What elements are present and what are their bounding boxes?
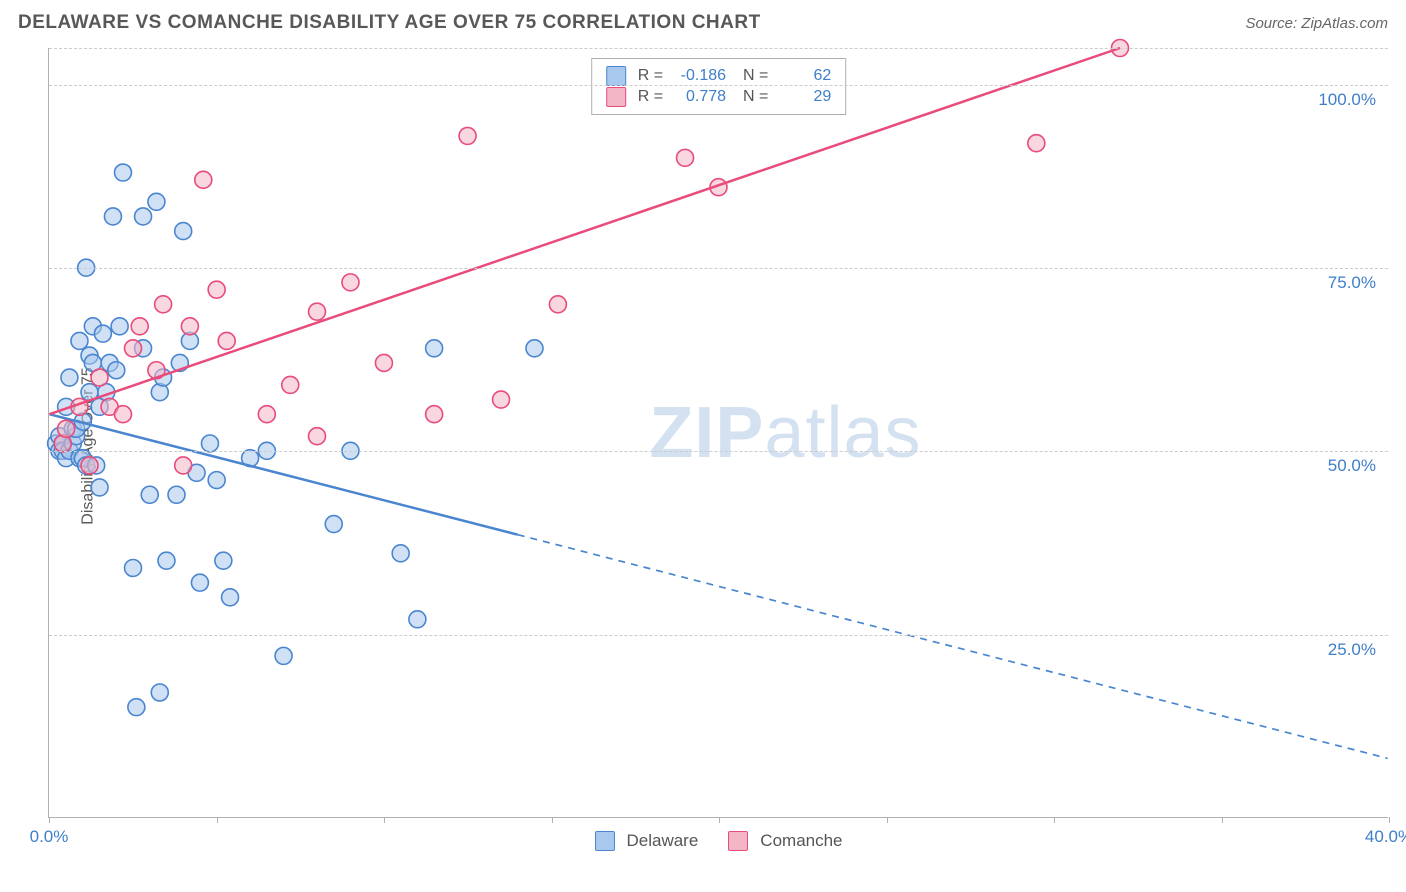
x-tick-label: 0.0%	[30, 827, 69, 847]
data-point	[151, 684, 168, 701]
legend-item-comanche: Comanche	[728, 831, 842, 851]
gridline	[49, 48, 1388, 49]
x-tick	[719, 817, 720, 823]
x-tick	[384, 817, 385, 823]
data-point	[201, 435, 218, 452]
data-point	[493, 391, 510, 408]
chart-plot-area: ZIPatlas R = -0.186 N = 62 R = 0.778 N =…	[48, 48, 1388, 818]
trend-line-extrapolation	[518, 535, 1388, 759]
x-tick	[887, 817, 888, 823]
data-point	[549, 296, 566, 313]
gridline	[49, 451, 1388, 452]
data-point	[392, 545, 409, 562]
chart-header: DELAWARE VS COMANCHE DISABILITY AGE OVER…	[18, 12, 1388, 34]
data-point	[71, 332, 88, 349]
data-point	[114, 406, 131, 423]
data-point	[309, 428, 326, 445]
data-point	[114, 164, 131, 181]
data-point	[91, 369, 108, 386]
data-point	[526, 340, 543, 357]
data-point	[61, 369, 78, 386]
data-point	[222, 589, 239, 606]
trend-line	[49, 414, 517, 534]
x-tick	[49, 817, 50, 823]
y-tick-label: 100.0%	[1318, 90, 1376, 110]
x-tick	[552, 817, 553, 823]
data-point	[141, 486, 158, 503]
x-tick	[1222, 817, 1223, 823]
trend-line	[49, 48, 1120, 414]
data-point	[426, 406, 443, 423]
swatch-delaware-icon	[594, 831, 614, 851]
data-point	[181, 318, 198, 335]
data-point	[135, 208, 152, 225]
data-point	[208, 281, 225, 298]
data-point	[128, 699, 145, 716]
data-point	[111, 318, 128, 335]
data-point	[426, 340, 443, 357]
data-point	[158, 552, 175, 569]
stats-row-delaware: R = -0.186 N = 62	[606, 66, 832, 86]
y-tick-label: 50.0%	[1328, 456, 1376, 476]
series-legend: Delaware Comanche	[594, 831, 842, 851]
data-point	[208, 472, 225, 489]
y-tick-label: 75.0%	[1328, 273, 1376, 293]
data-point	[81, 457, 98, 474]
data-point	[409, 611, 426, 628]
data-point	[191, 574, 208, 591]
data-point	[175, 223, 192, 240]
data-point	[309, 303, 326, 320]
swatch-delaware	[606, 66, 626, 86]
data-point	[195, 171, 212, 188]
data-point	[91, 479, 108, 496]
data-point	[325, 516, 342, 533]
data-point	[58, 420, 75, 437]
chart-title: DELAWARE VS COMANCHE DISABILITY AGE OVER…	[18, 12, 761, 34]
data-point	[104, 208, 121, 225]
data-point	[168, 486, 185, 503]
stats-row-comanche: R = 0.778 N = 29	[606, 87, 832, 107]
data-point	[375, 354, 392, 371]
data-point	[677, 149, 694, 166]
data-point	[94, 325, 111, 342]
data-point	[459, 127, 476, 144]
data-point	[108, 362, 125, 379]
data-point	[125, 340, 142, 357]
data-point	[282, 376, 299, 393]
data-point	[275, 647, 292, 664]
x-tick	[1054, 817, 1055, 823]
gridline	[49, 85, 1388, 86]
x-tick	[1389, 817, 1390, 823]
data-point	[131, 318, 148, 335]
swatch-comanche	[606, 87, 626, 107]
x-tick-label: 40.0%	[1365, 827, 1406, 847]
data-point	[1028, 135, 1045, 152]
x-tick	[217, 817, 218, 823]
gridline	[49, 635, 1388, 636]
data-point	[342, 274, 359, 291]
data-point	[258, 406, 275, 423]
gridline	[49, 268, 1388, 269]
data-point	[125, 560, 142, 577]
chart-source: Source: ZipAtlas.com	[1245, 15, 1388, 32]
legend-item-delaware: Delaware	[594, 831, 698, 851]
y-tick-label: 25.0%	[1328, 640, 1376, 660]
data-point	[155, 296, 172, 313]
swatch-comanche-icon	[728, 831, 748, 851]
data-point	[218, 332, 235, 349]
stats-legend: R = -0.186 N = 62 R = 0.778 N = 29	[591, 58, 847, 115]
scatter-svg	[49, 48, 1388, 817]
data-point	[148, 193, 165, 210]
data-point	[175, 457, 192, 474]
data-point	[215, 552, 232, 569]
